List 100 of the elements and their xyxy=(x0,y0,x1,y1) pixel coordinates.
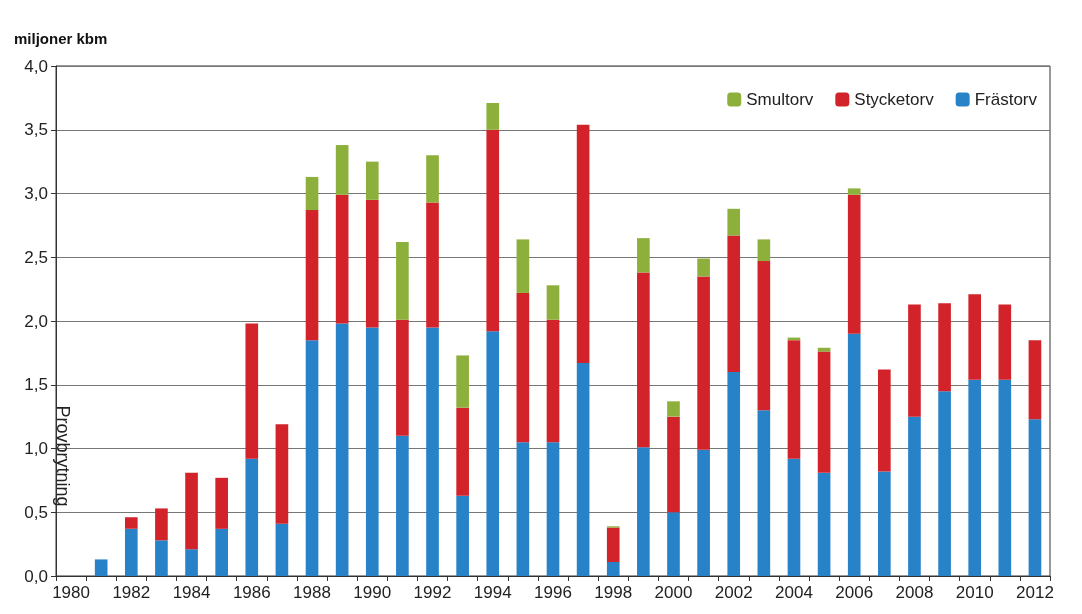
x-tick-label: 2004 xyxy=(775,583,813,602)
bar xyxy=(124,528,138,576)
bar xyxy=(275,424,289,524)
bar xyxy=(727,372,741,576)
bar xyxy=(847,333,861,576)
bar xyxy=(185,549,198,576)
bar xyxy=(878,369,891,472)
x-tick-label: 1986 xyxy=(232,583,271,602)
bar xyxy=(938,391,951,576)
bar xyxy=(486,102,500,130)
y-tick-label: 0,5 xyxy=(24,502,48,522)
bar xyxy=(335,323,349,576)
bar xyxy=(697,449,710,576)
y-tick-label: 0,0 xyxy=(24,566,48,586)
bar xyxy=(817,472,831,576)
bar xyxy=(185,472,198,550)
bar xyxy=(245,323,259,459)
x-tick-label: 1988 xyxy=(293,583,331,602)
bar xyxy=(998,304,1012,380)
x-tick-label: 1980 xyxy=(52,583,90,602)
bar xyxy=(1028,419,1042,576)
x-tick-label: 1996 xyxy=(534,583,572,602)
bar xyxy=(637,238,650,273)
bar xyxy=(546,319,560,443)
bar xyxy=(787,458,801,576)
y-tick-label: 4,0 xyxy=(24,56,48,76)
bar xyxy=(486,331,500,576)
bar xyxy=(456,355,469,408)
bar xyxy=(787,340,801,459)
bar xyxy=(667,401,680,417)
x-tick-label: 1982 xyxy=(112,583,151,602)
bar xyxy=(637,272,650,448)
bar xyxy=(817,347,831,352)
bar xyxy=(667,512,680,576)
bar xyxy=(546,285,560,320)
bar xyxy=(335,145,349,195)
bar xyxy=(516,292,530,443)
legend-label: Smultorv xyxy=(746,90,814,109)
bar xyxy=(305,176,319,211)
bar xyxy=(365,199,379,328)
y-tick-label: 3,0 xyxy=(24,184,48,203)
bar xyxy=(606,561,620,576)
bar xyxy=(847,188,861,195)
y-tick-label: 3,5 xyxy=(24,120,48,140)
y-axis-title: miljoner kbm xyxy=(14,30,108,47)
bar xyxy=(396,241,409,320)
bar xyxy=(365,327,379,576)
x-tick-label: 1994 xyxy=(473,583,512,602)
bar xyxy=(245,458,259,576)
x-tick-label: 2006 xyxy=(835,583,874,602)
x-tick-label: 1998 xyxy=(594,583,633,602)
bar xyxy=(847,194,861,334)
legend-label: Frästorv xyxy=(974,90,1038,109)
bar xyxy=(305,210,319,341)
bar xyxy=(155,540,168,576)
bar xyxy=(968,294,982,380)
bar xyxy=(667,416,680,513)
bar xyxy=(396,435,409,576)
x-tick-label: 2000 xyxy=(654,583,693,602)
bar xyxy=(637,447,650,576)
x-tick-label: 2002 xyxy=(714,583,753,602)
bar xyxy=(968,379,982,576)
y-tick-label: 1,5 xyxy=(24,375,48,395)
bar xyxy=(998,379,1012,576)
bar xyxy=(516,239,530,293)
bar xyxy=(938,303,951,392)
bar xyxy=(516,442,530,576)
bar xyxy=(124,517,138,529)
bar xyxy=(757,239,771,262)
bar xyxy=(576,124,590,364)
x-tick-label: 2008 xyxy=(895,583,934,602)
bar xyxy=(757,261,771,411)
bar xyxy=(546,442,560,576)
y-tick-label: 2,0 xyxy=(24,311,48,331)
bar xyxy=(606,527,620,562)
bar xyxy=(878,471,891,576)
bar xyxy=(426,202,439,328)
annotation: Provbrytning xyxy=(53,405,74,507)
bar xyxy=(697,276,710,450)
x-tick-label: 1992 xyxy=(413,583,452,602)
bar xyxy=(396,319,409,436)
bar xyxy=(697,258,710,277)
bar xyxy=(727,208,741,236)
bar xyxy=(817,351,831,473)
y-tick-label: 1,0 xyxy=(24,439,48,458)
bar xyxy=(155,508,168,541)
bar xyxy=(908,416,921,576)
bar xyxy=(215,528,228,576)
y-tick-label: 2,5 xyxy=(24,247,48,267)
x-tick-label: 2012 xyxy=(1016,583,1054,602)
bar xyxy=(908,304,921,417)
x-tick-label: 2010 xyxy=(955,583,994,602)
bar xyxy=(456,407,469,496)
bar xyxy=(426,327,439,576)
bar xyxy=(727,235,741,372)
bar xyxy=(365,161,379,200)
bar xyxy=(335,194,349,324)
bar xyxy=(456,495,469,576)
bar xyxy=(486,129,500,332)
bar xyxy=(305,340,319,576)
